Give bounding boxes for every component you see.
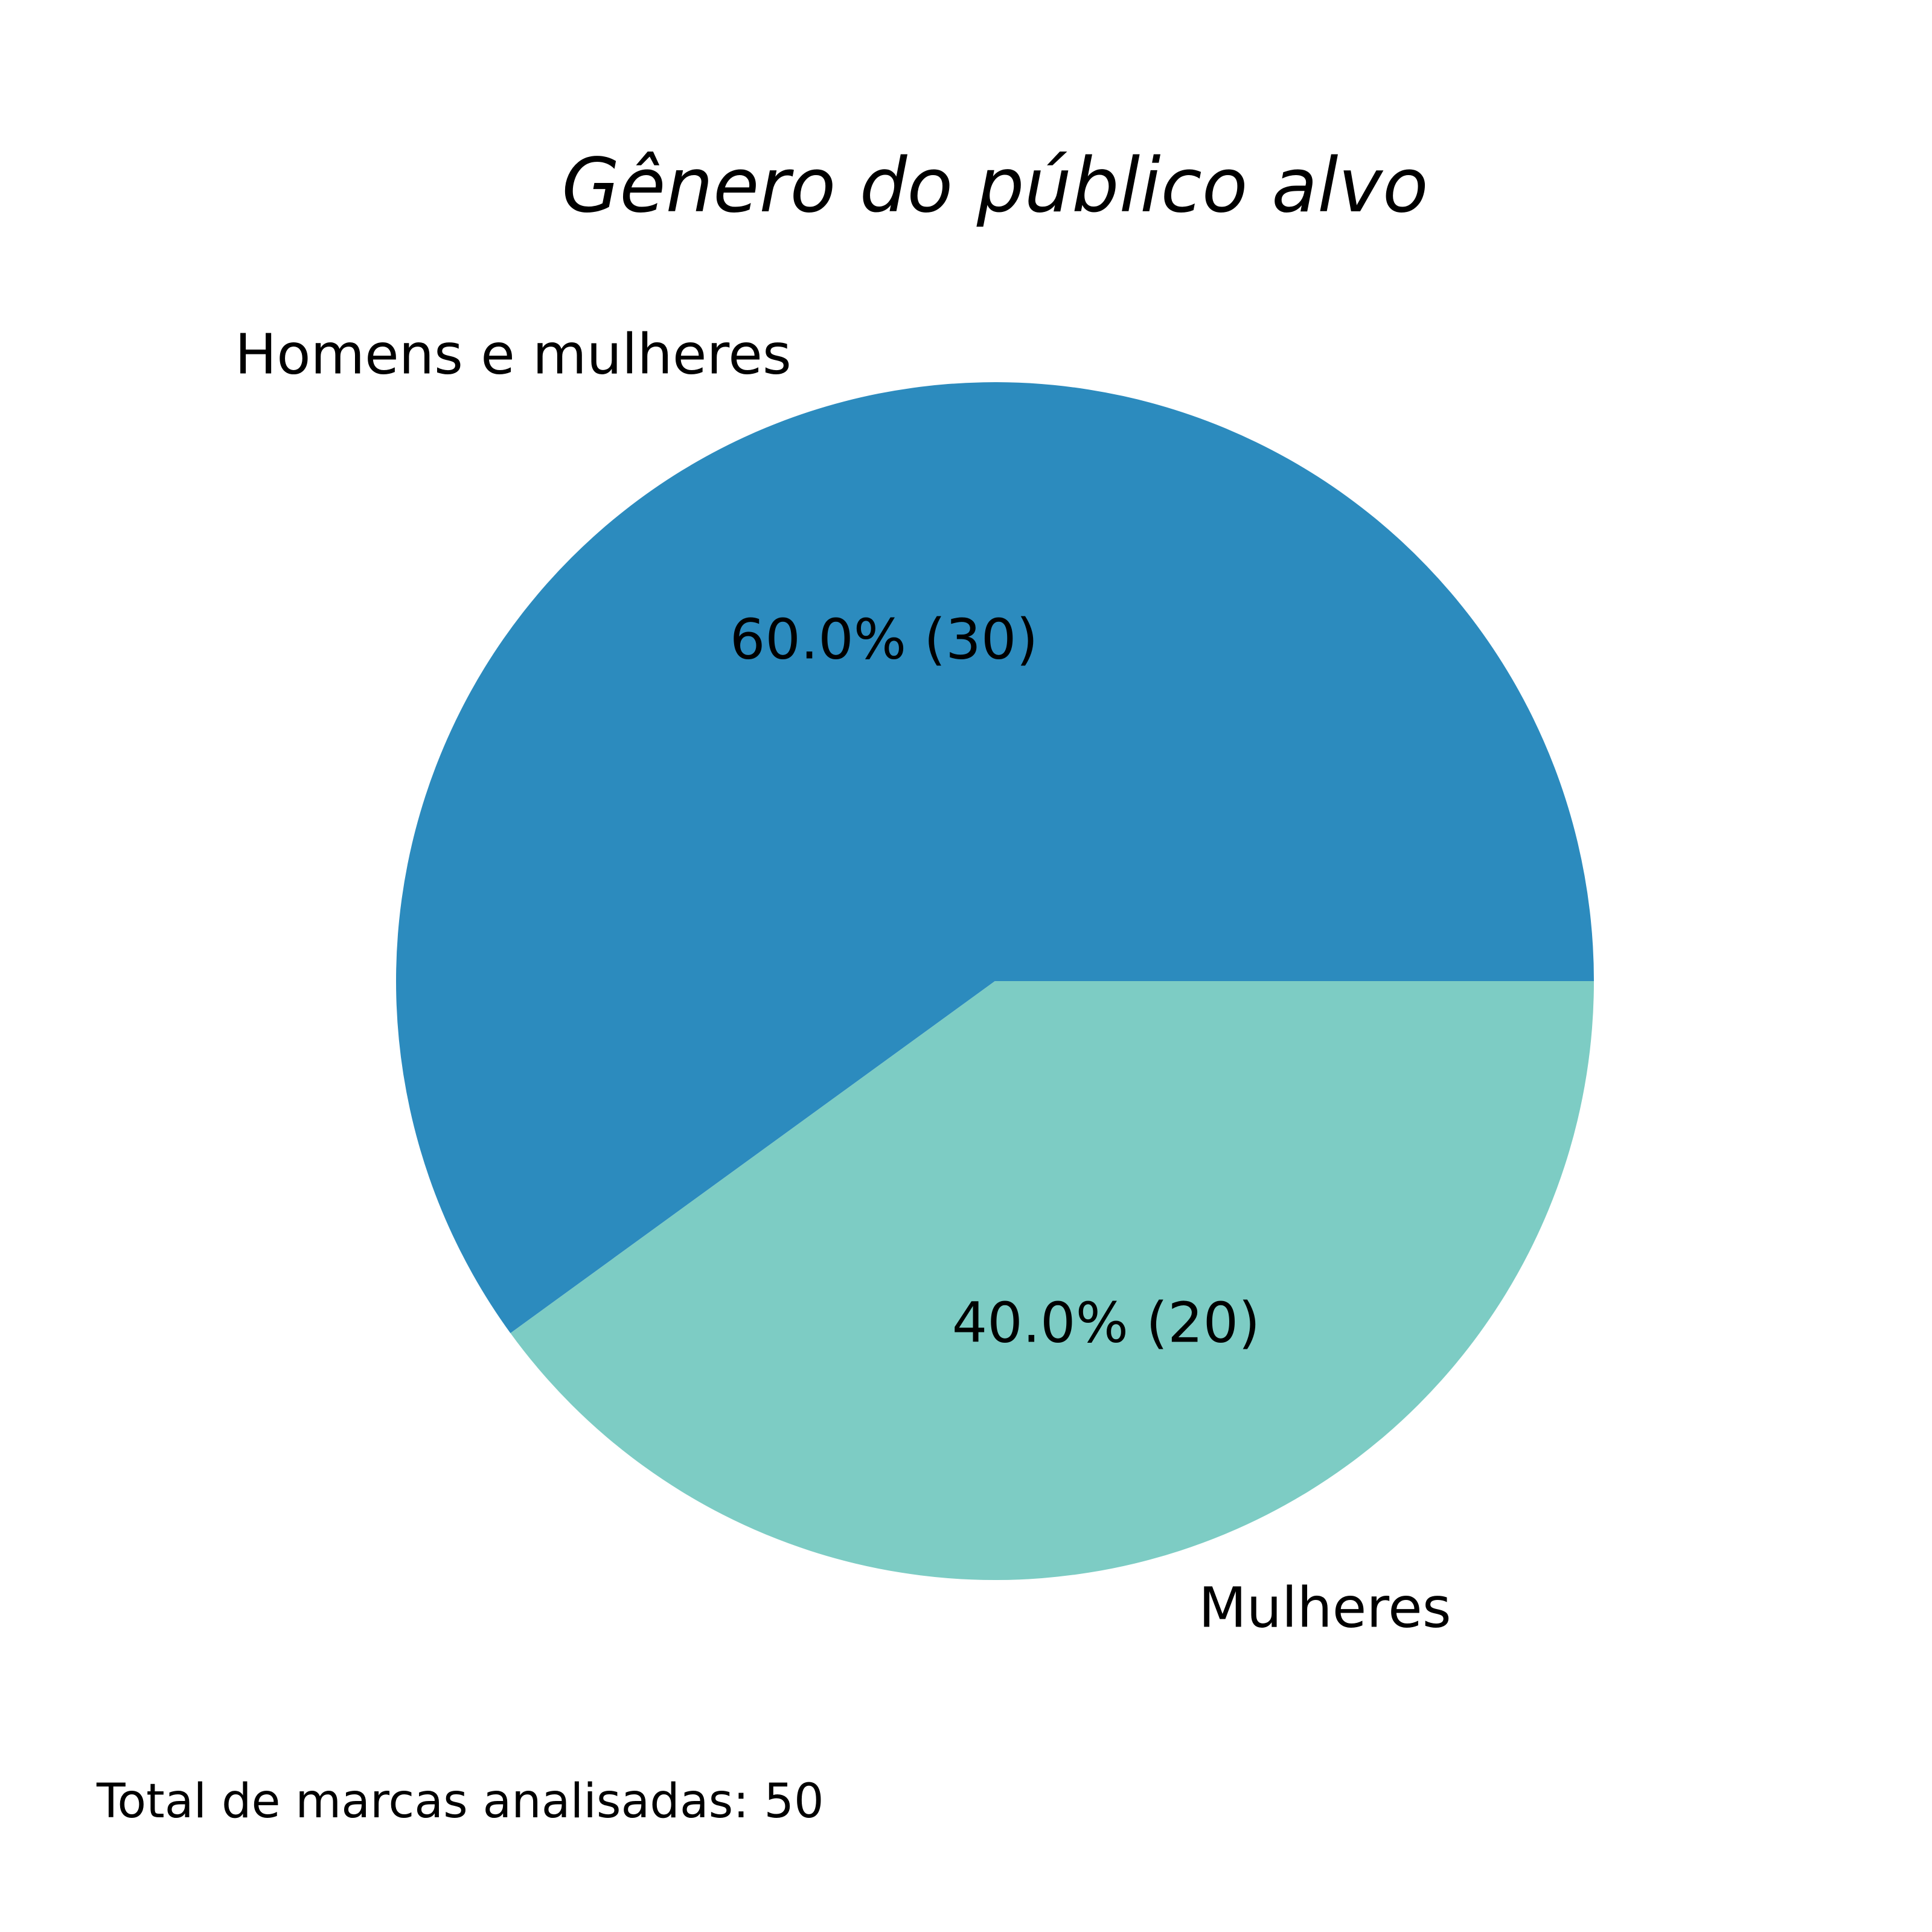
footnote-total: Total de marcas analisadas: 50 bbox=[96, 1774, 824, 1829]
pie-labels: 60.0% (30) Homens e mulheres 40.0% (20) Mul… bbox=[235, 322, 1451, 1640]
pie-value-label-0: 60.0% (30) bbox=[730, 607, 1038, 671]
pie-slice-0 bbox=[396, 382, 1594, 1334]
pie-category-label-1: Mulheres bbox=[1198, 1575, 1451, 1640]
pie-slices bbox=[396, 382, 1595, 1581]
chart-title: Gênero do público alvo bbox=[561, 142, 1428, 229]
pie-slice-1 bbox=[510, 981, 1595, 1581]
pie-value-label-1: 40.0% (20) bbox=[952, 1291, 1260, 1355]
pie-category-label-0: Homens e mulheres bbox=[235, 322, 792, 387]
